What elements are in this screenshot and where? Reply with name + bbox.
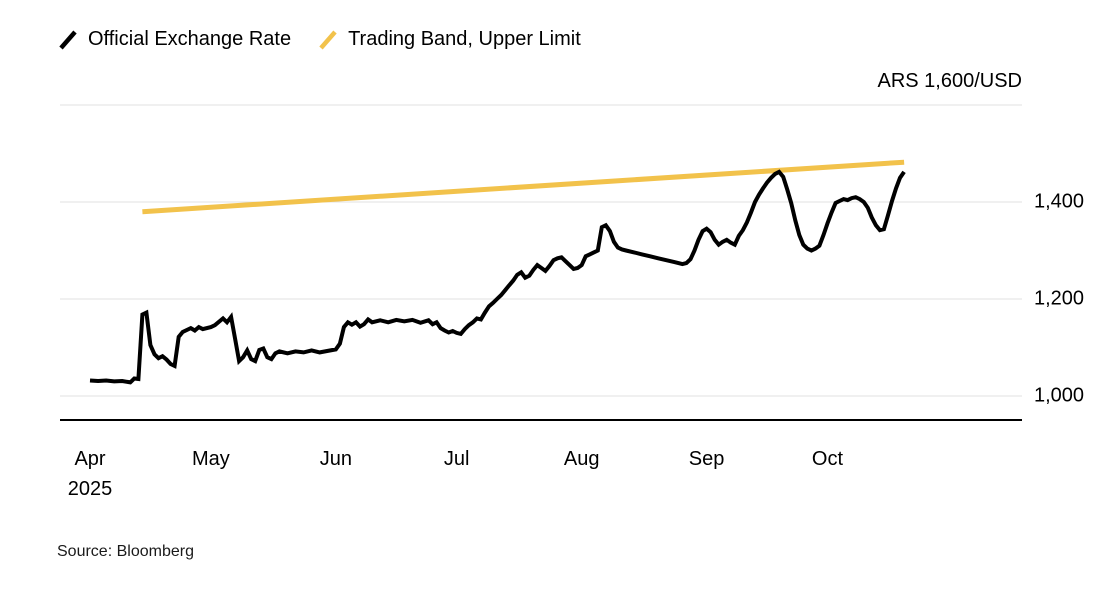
legend-label-trading-band-upper-limit: Trading Band, Upper Limit <box>348 28 581 50</box>
black-line-swatch-icon <box>59 30 77 49</box>
y-axis-max-label: ARS 1,600/USD <box>877 70 1022 92</box>
legend-label-official-exchange-rate: Official Exchange Rate <box>88 28 292 50</box>
legend-item-official-exchange-rate: Official Exchange Rate <box>57 28 291 51</box>
legend-item-trading-band-upper-limit: Trading Band, Upper Limit <box>317 28 581 51</box>
series-trading-band-upper-limit <box>142 159 905 215</box>
series-official-exchange-rate <box>89 169 906 385</box>
yellow-line-swatch-icon <box>319 30 337 49</box>
legend: Official Exchange Rate Trading Band, Upp… <box>57 28 581 51</box>
source-credit: Source: Bloomberg <box>57 543 194 560</box>
